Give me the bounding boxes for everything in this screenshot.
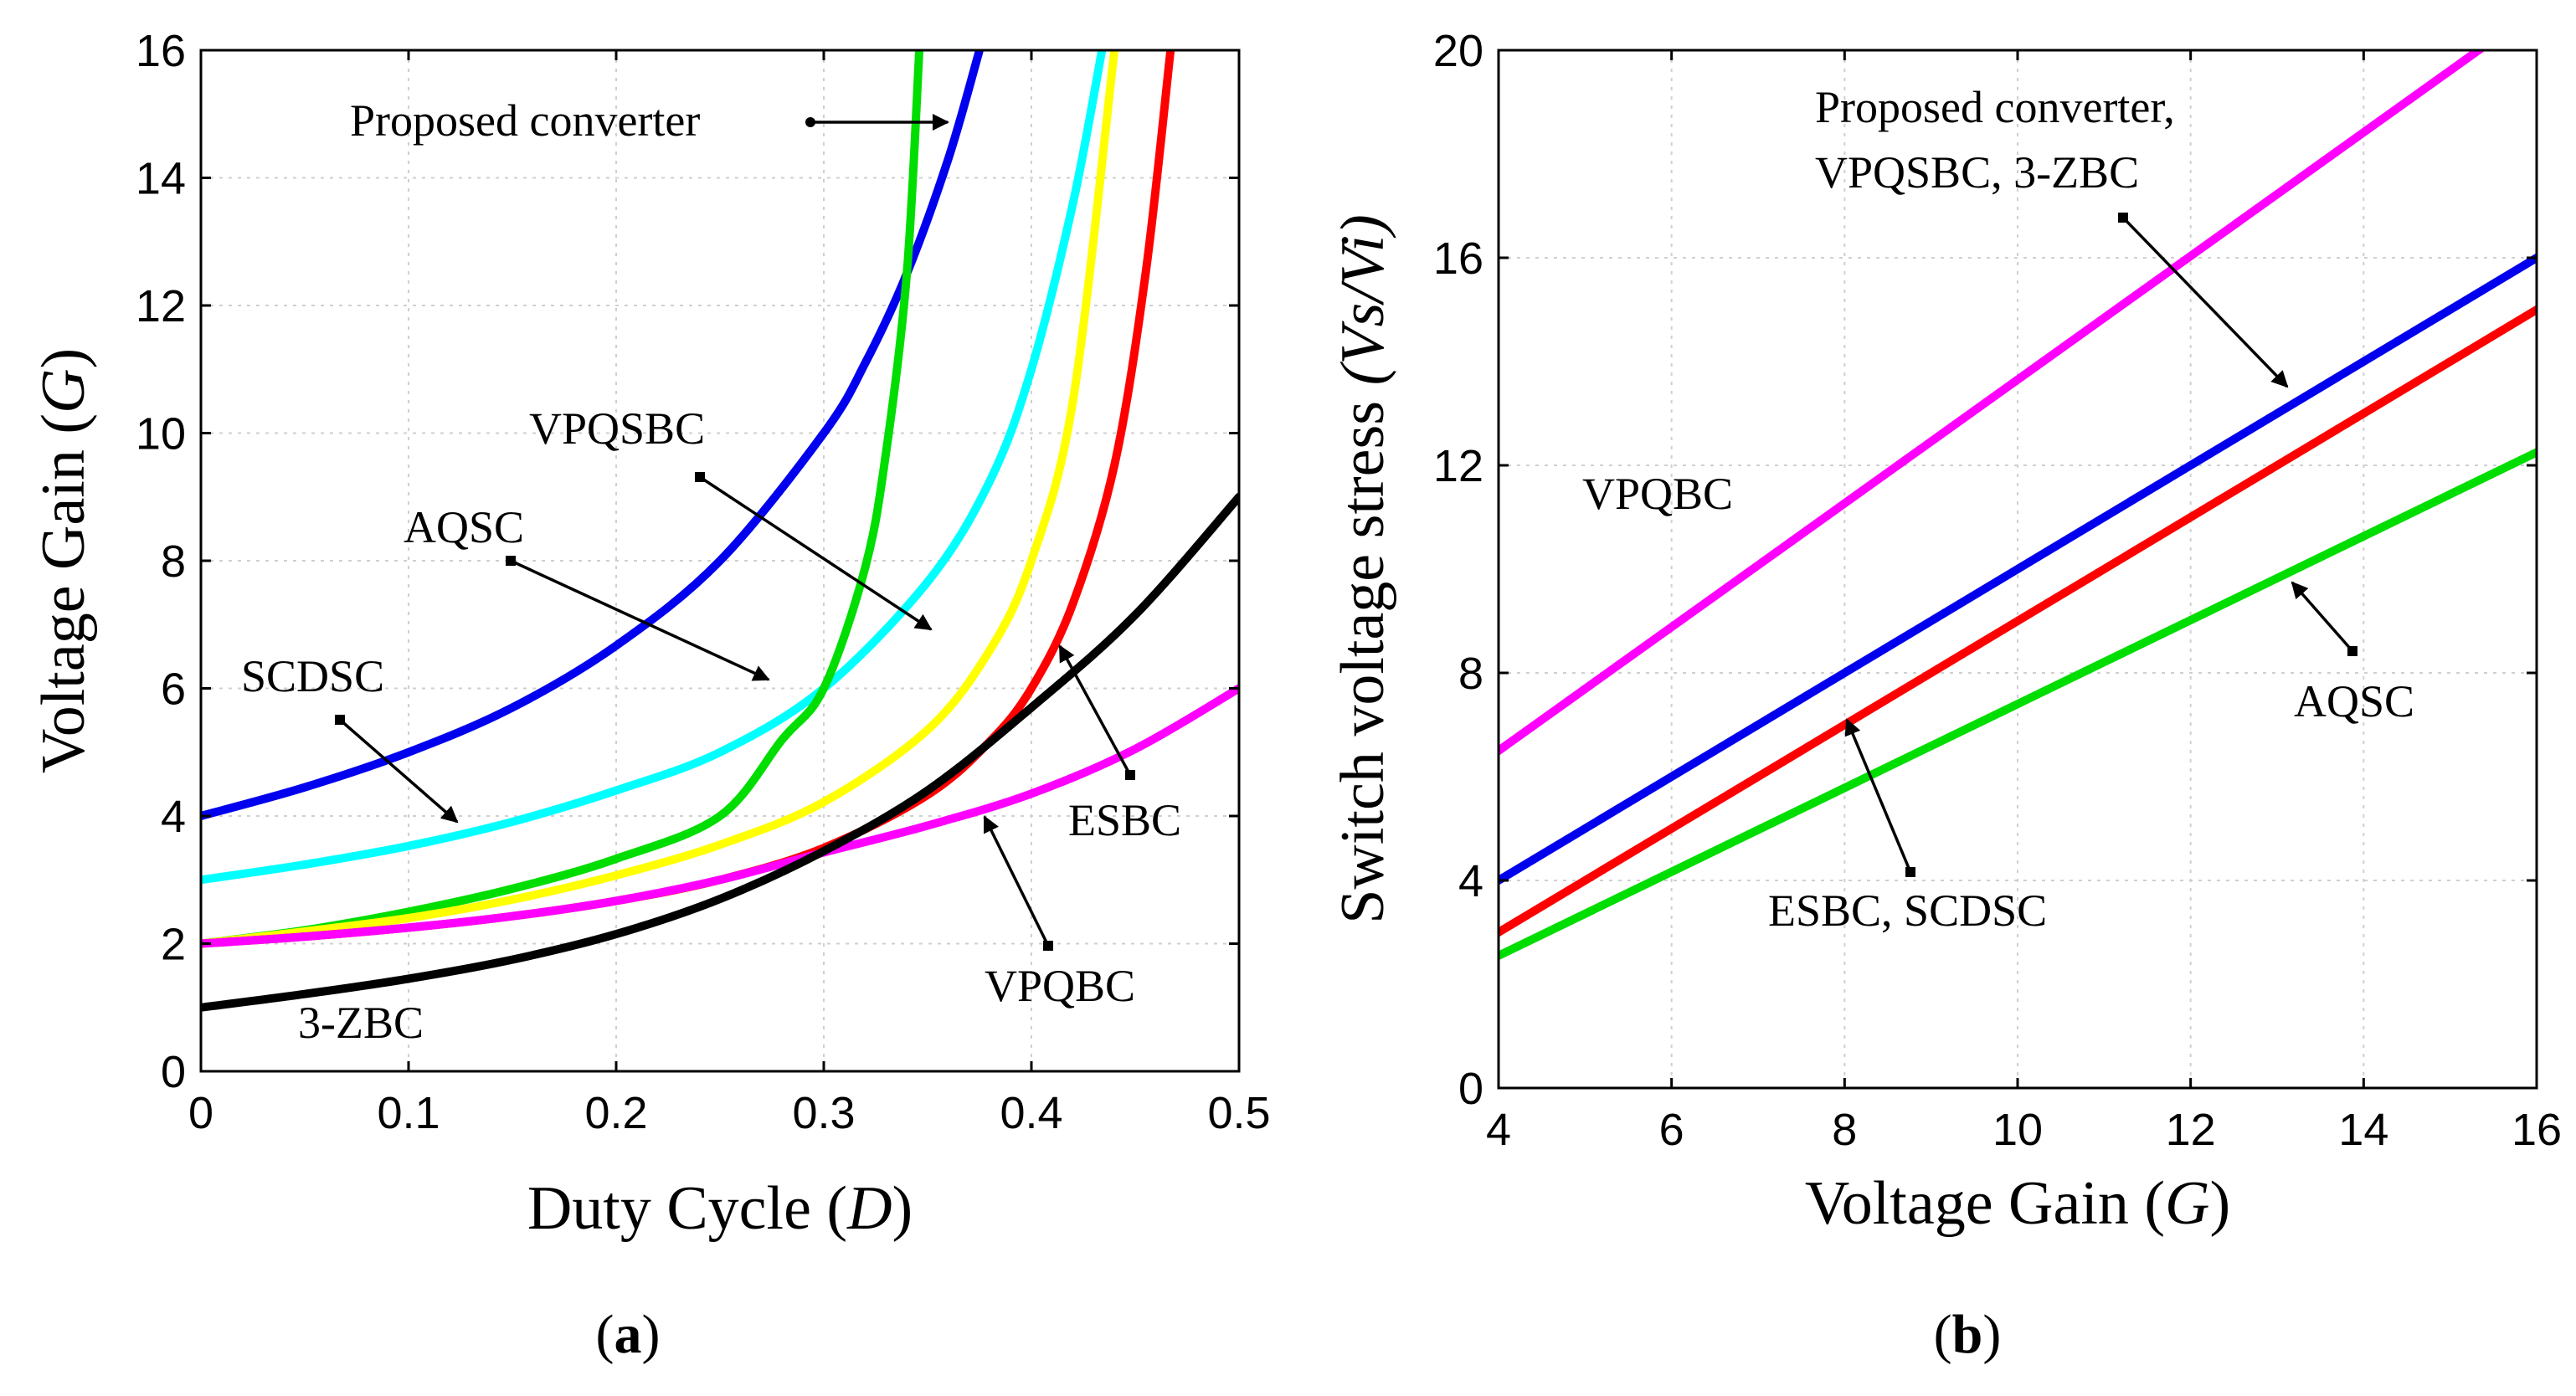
y-tick-label-a: 6 <box>161 665 186 715</box>
y-axis-label-b: Switch voltage stress (Vs/Vi) <box>1329 214 1397 923</box>
series-line-scdsc-a <box>201 50 1107 885</box>
y-tick-label-a: 14 <box>136 154 186 204</box>
series-line-proposed-converter-a <box>201 50 984 820</box>
annotation-scdsc-a: SCDSC <box>241 651 384 701</box>
annotation-vpqsbc-a: VPQSBC <box>529 403 705 454</box>
annotation-vpqbc-a: VPQBC <box>985 961 1135 1011</box>
arrow-vpqbc-a <box>983 815 1050 947</box>
x-tick-label-a: 0.2 <box>584 1088 647 1138</box>
panel-label-b: (b) <box>1934 1304 2002 1365</box>
annotation-vpqsbc-3zbc-b: VPQSBC, 3-ZBC <box>1815 147 2139 198</box>
y-tick-label-a: 10 <box>136 409 186 459</box>
y-tick-label-a: 12 <box>136 281 186 331</box>
arrow-aqsc-b <box>2291 581 2354 653</box>
arrow-proposed-b <box>2121 216 2289 388</box>
annotation-esbc-a: ESBC <box>1068 795 1181 845</box>
y-tick-label-a: 8 <box>161 536 186 587</box>
x-tick-label-a: 0 <box>188 1088 213 1138</box>
series-line-proposed-converter-vpqsbc-3-zbc-b <box>1499 254 2537 885</box>
x-tick-label-a: 0.5 <box>1207 1088 1270 1138</box>
annotation-aqsc-b: AQSC <box>2294 676 2414 726</box>
y-tick-label-a: 4 <box>161 792 186 842</box>
series-group-a <box>201 50 1239 1012</box>
x-tick-label-b: 6 <box>1659 1105 1684 1155</box>
y-tick-label-b: 4 <box>1458 856 1483 906</box>
x-axis-label-b: Voltage Gain (G) <box>1805 1169 2230 1238</box>
x-axis-label-a: Duty Cycle (D) <box>527 1174 913 1243</box>
series-line-aqsc-a <box>201 50 924 948</box>
x-tick-label-b: 8 <box>1832 1105 1857 1155</box>
y-tick-label-a: 2 <box>161 920 186 970</box>
annotation-aqsc-a: AQSC <box>404 502 524 552</box>
annotation-proposed-converter-a: Proposed converter <box>350 95 700 146</box>
annotation-3zbc-a: 3-ZBC <box>298 998 424 1048</box>
series-line-esbc-scdsc-b <box>1499 305 2537 937</box>
y-tick-label-b: 16 <box>1433 234 1483 284</box>
annotation-vpqbc-b: VPQBC <box>1582 469 1733 519</box>
arrow-scdsc-a <box>338 718 459 824</box>
x-tick-label-a: 0.1 <box>377 1088 440 1138</box>
arrow-esbc-a <box>1058 644 1132 776</box>
arrow-vpqsbc-a <box>699 475 933 631</box>
series-group-b <box>1499 50 2537 960</box>
arrow-aqsc-a <box>510 559 770 681</box>
y-tick-label-b: 20 <box>1433 26 1483 76</box>
x-tick-label-b: 16 <box>2512 1105 2562 1155</box>
annotation-proposed-converter-b: Proposed converter, <box>1815 82 2175 132</box>
series-line-vpqsbc-a <box>201 50 1119 948</box>
y-tick-label-a: 0 <box>161 1047 186 1097</box>
x-tick-label-b: 4 <box>1486 1105 1511 1155</box>
x-tick-label-b: 10 <box>1992 1105 2043 1155</box>
arrow-esbc-scdsc-b <box>1844 718 1912 873</box>
series-line-vpqbc-a <box>201 684 1239 948</box>
x-tick-label-a: 0.4 <box>1000 1088 1062 1138</box>
x-tick-label-b: 14 <box>2338 1105 2388 1155</box>
series-line-3-zbc-a <box>201 492 1239 1012</box>
series-line-vpqbc-b <box>1499 50 2486 755</box>
x-tick-label-a: 0.3 <box>792 1088 855 1138</box>
y-tick-label-b: 8 <box>1458 649 1483 699</box>
ticks-a: 0 0.1 0.2 0.3 0.4 0.5 0 2 4 6 8 10 12 14 16 <box>136 26 1271 1138</box>
y-tick-label-a: 16 <box>136 26 186 76</box>
y-tick-label-b: 12 <box>1433 441 1483 491</box>
series-line-aqsc-b <box>1499 448 2537 960</box>
annotation-esbc-scdsc-b: ESBC, SCDSC <box>1768 885 2047 936</box>
panel-label-a: (a) <box>596 1304 661 1365</box>
y-axis-label-a: Voltage Gain (G) <box>29 348 98 773</box>
y-tick-label-b: 0 <box>1458 1064 1483 1114</box>
x-tick-label-b: 12 <box>2166 1105 2216 1155</box>
